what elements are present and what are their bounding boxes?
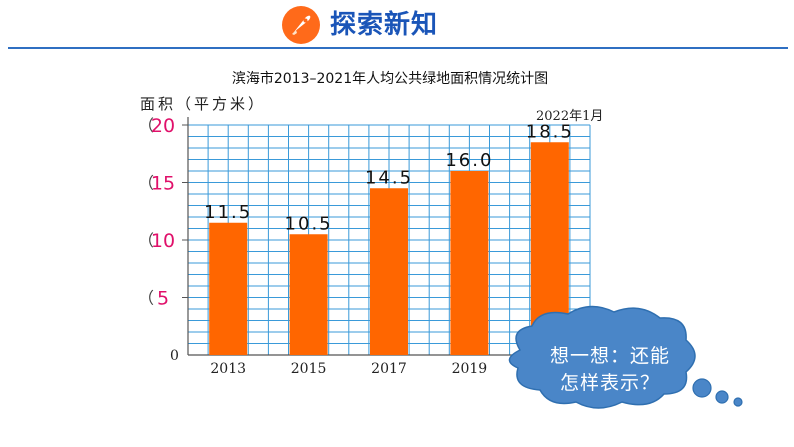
y-tick-label-0: 0 xyxy=(170,348,179,364)
y-tick-label-handwritten: 20 xyxy=(151,115,175,137)
x-tick-label: 2015 xyxy=(291,361,327,377)
y-tick-bracket: （ xyxy=(138,116,154,135)
chart-title: 滨海市2013–2021年人均公共绿地面积情况统计图 xyxy=(231,71,549,87)
bar-value-label: 14.5 xyxy=(365,167,413,188)
bubble-line-2: 怎样表示？ xyxy=(559,372,660,394)
bubble-dot xyxy=(692,378,712,398)
chart-date-note: 2022年1月 xyxy=(536,109,604,124)
bar-value-label: 10.5 xyxy=(285,213,333,234)
y-tick-bracket: （ xyxy=(138,231,154,250)
header-divider xyxy=(8,47,788,49)
bar-2017 xyxy=(370,188,408,355)
thought-bubble-text: 想一想：还能 怎样表示？ xyxy=(545,343,675,397)
chart-labels: 0 5 10 15 20 11.5 2013 10.5 2015 14.5 2017 16.0 2019… xyxy=(151,115,574,377)
x-tick-label: 2017 xyxy=(371,361,407,377)
bar-value-label: 16.0 xyxy=(445,150,493,171)
y-tick-bracket: （ xyxy=(138,174,154,193)
y-tick-label-handwritten: 10 xyxy=(151,230,175,252)
chart-axes: （ （ （ （ xyxy=(138,116,596,356)
bubble-dot xyxy=(733,397,743,407)
x-tick-label: 2013 xyxy=(210,361,246,377)
x-tick-label: 2019 xyxy=(452,361,488,377)
thought-bubble xyxy=(508,305,743,409)
y-axis-label: 面积（平方米） xyxy=(140,95,267,113)
bar-2013 xyxy=(209,222,248,355)
bar-value-label: 11.5 xyxy=(204,202,252,223)
bubble-cloud xyxy=(508,305,696,409)
y-tick-label-handwritten: 5 xyxy=(157,288,169,310)
bar-value-label: 18.5 xyxy=(526,121,574,142)
bar-2015 xyxy=(289,234,328,355)
bubble-line-1: 想一想：还能 xyxy=(549,345,670,367)
y-tick-bracket: （ xyxy=(138,289,154,308)
y-tick-label-handwritten: 15 xyxy=(151,173,175,195)
rocket-icon xyxy=(292,15,311,35)
header-bar: 探索新知 xyxy=(0,0,794,60)
bubble-dot xyxy=(715,390,729,404)
header-title: 探索新知 xyxy=(330,10,439,40)
bar-2019 xyxy=(450,171,489,355)
badge-circle xyxy=(282,6,320,44)
